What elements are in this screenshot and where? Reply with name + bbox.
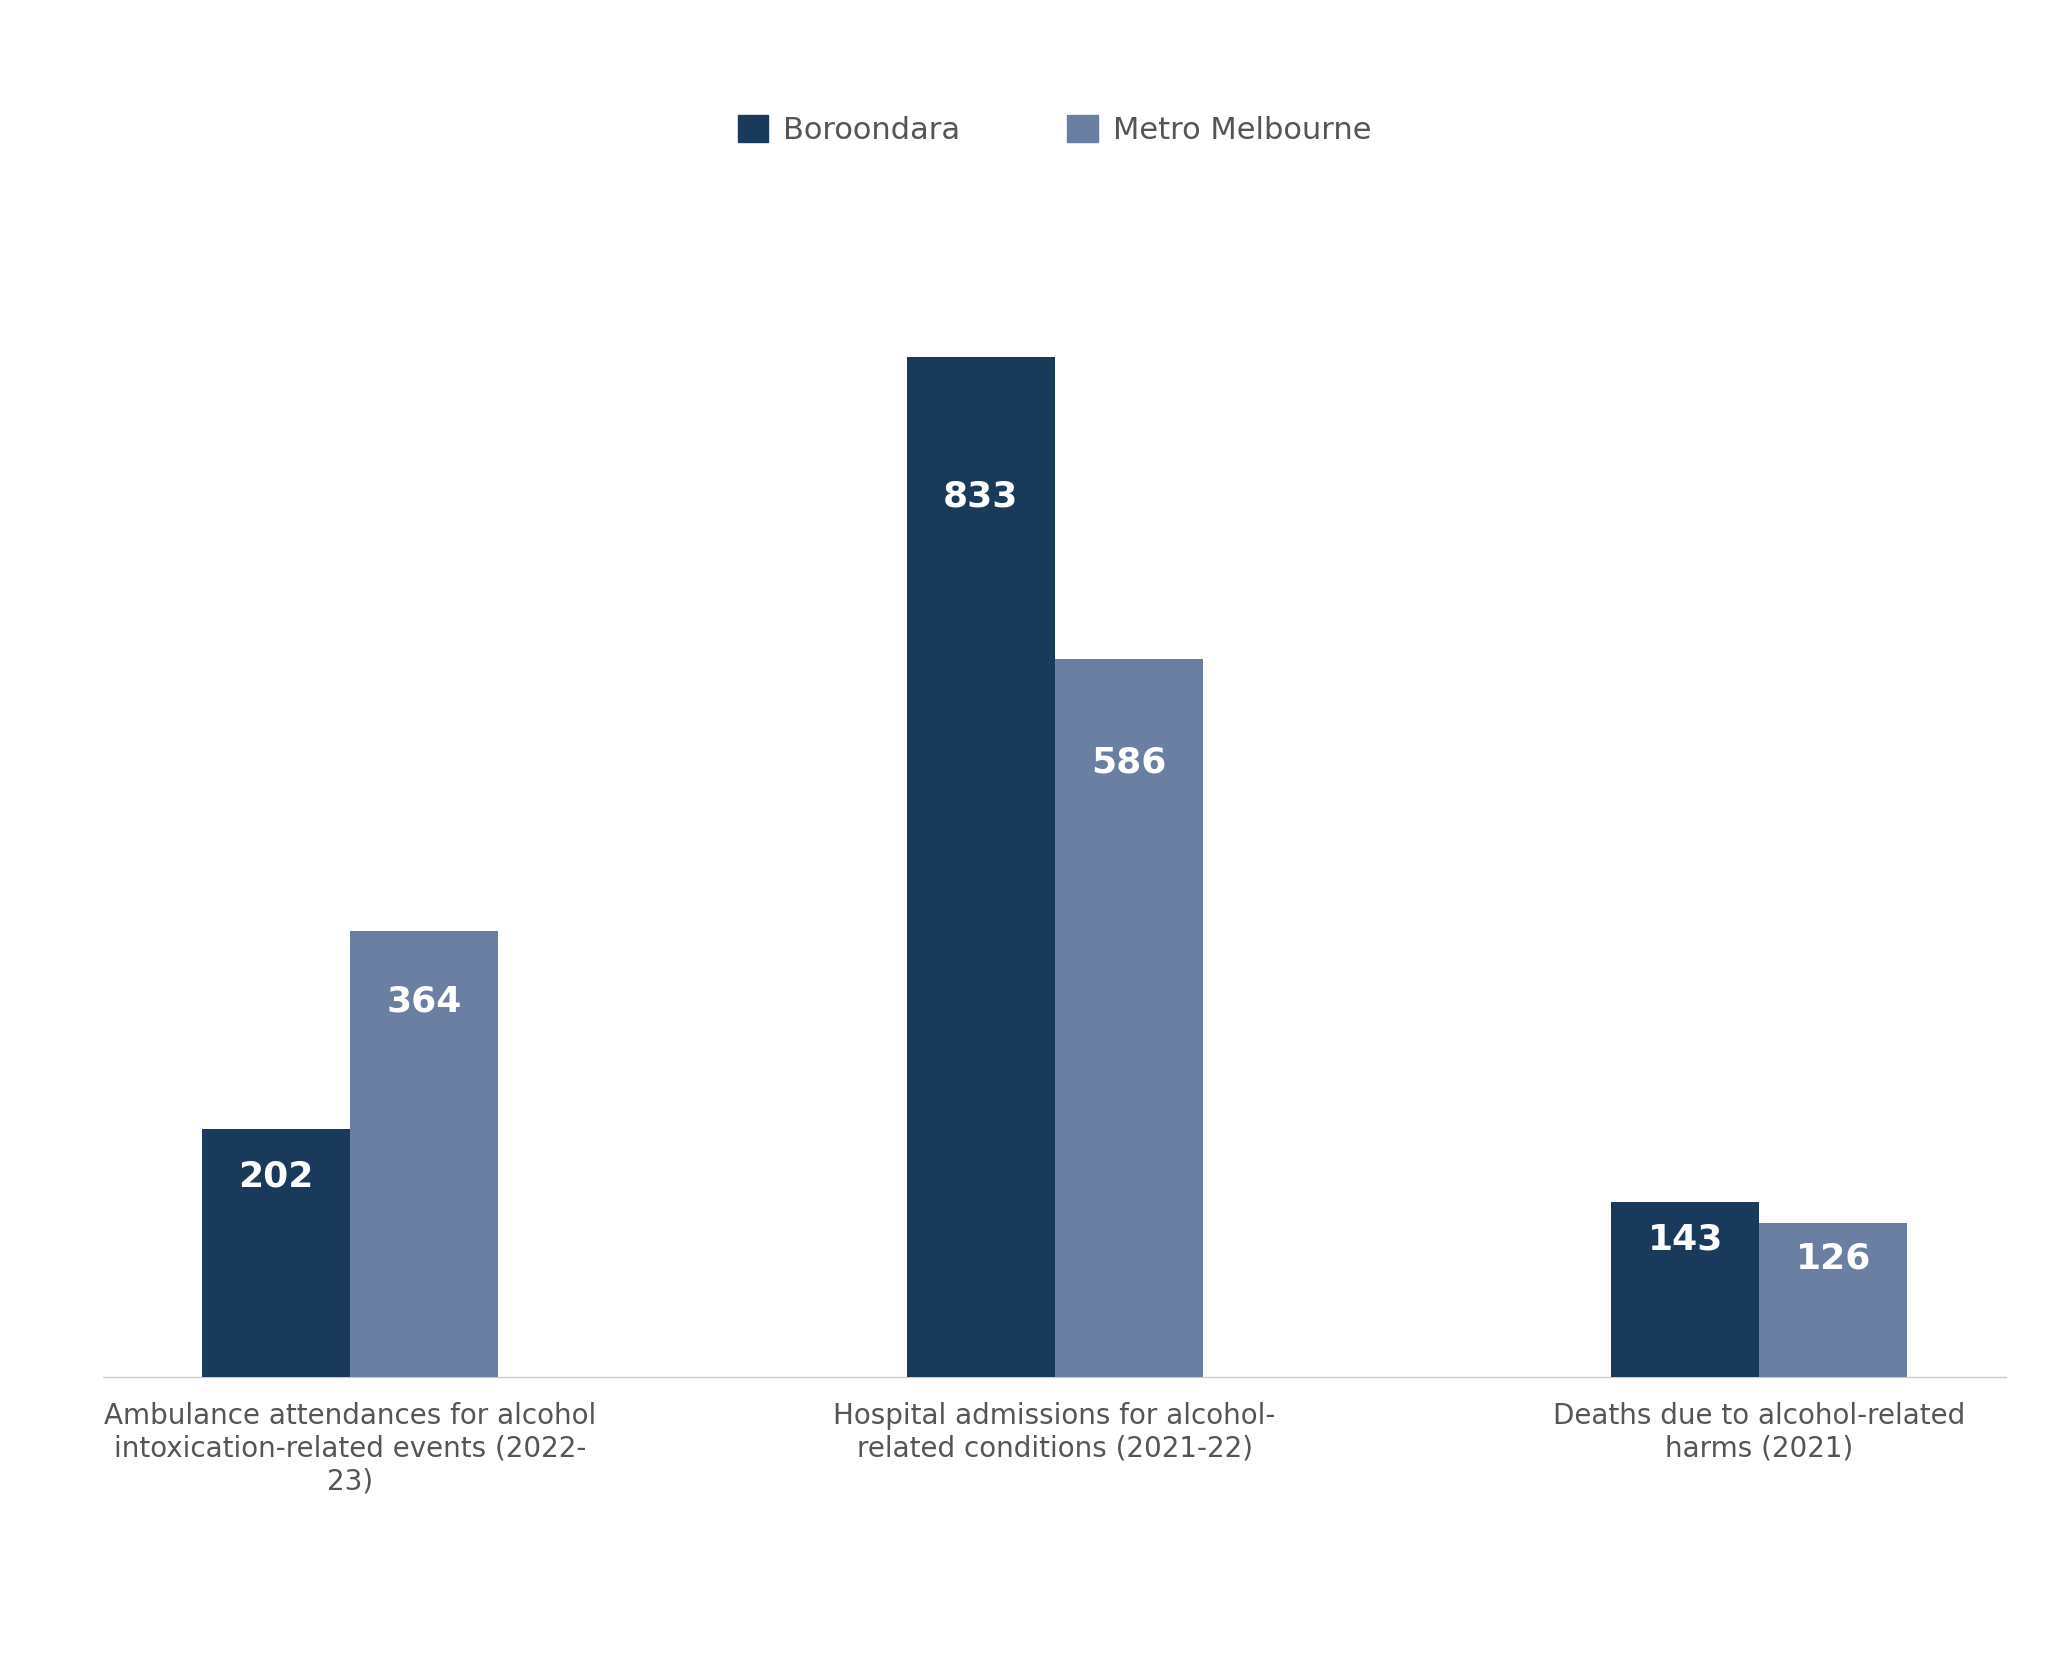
Bar xyxy=(349,932,498,1377)
Bar xyxy=(1760,1222,1907,1377)
Text: 364: 364 xyxy=(387,984,461,1019)
Text: 126: 126 xyxy=(1795,1241,1872,1274)
Text: 586: 586 xyxy=(1092,745,1166,779)
Text: 143: 143 xyxy=(1648,1222,1723,1256)
Text: 202: 202 xyxy=(238,1159,314,1194)
Bar xyxy=(1611,1202,1760,1377)
Bar xyxy=(906,358,1055,1377)
Bar xyxy=(1055,660,1204,1377)
Legend: Boroondara, Metro Melbourne: Boroondara, Metro Melbourne xyxy=(722,99,1388,160)
Text: 833: 833 xyxy=(943,479,1017,514)
Bar xyxy=(203,1130,349,1377)
